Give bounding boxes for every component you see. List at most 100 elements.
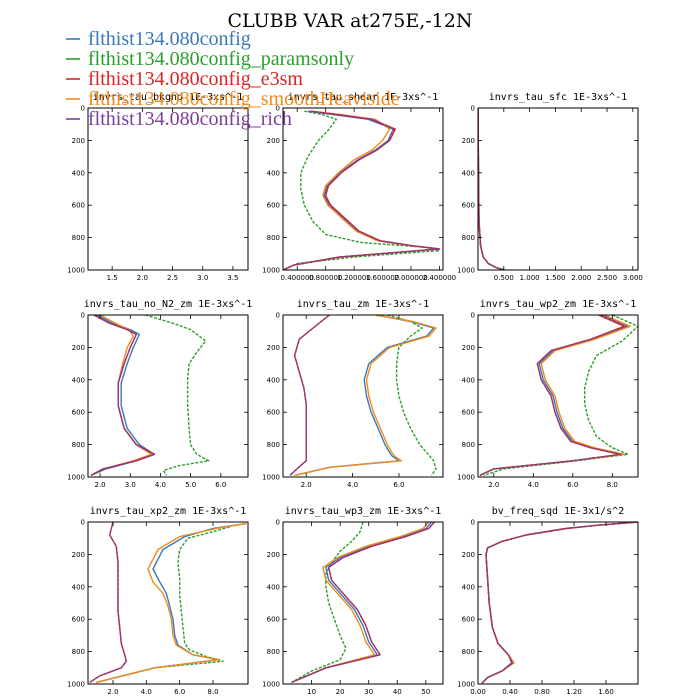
y-tick-label: 0 xyxy=(276,519,280,527)
series-line-2 xyxy=(478,108,507,270)
panel-title: invrs_tau_zm 1E-3xs^-1 xyxy=(297,299,429,310)
y-tick-label: 1000 xyxy=(457,681,475,689)
y-tick-label: 400 xyxy=(72,376,85,384)
y-tick-label: 600 xyxy=(267,202,280,210)
y-tick-label: 0 xyxy=(81,105,85,113)
y-tick-label: 200 xyxy=(462,344,475,352)
y-tick-label: 400 xyxy=(267,169,280,177)
y-tick-label: 200 xyxy=(267,551,280,559)
x-tick-label: 1.60 xyxy=(598,688,614,696)
y-tick-label: 1000 xyxy=(262,267,280,275)
y-tick-label: 400 xyxy=(267,583,280,591)
x-tick-label: 50 xyxy=(421,688,430,696)
series-line-3 xyxy=(478,108,505,270)
x-tick-label: 20 xyxy=(336,688,345,696)
x-tick-label: 2.0 xyxy=(488,481,499,489)
panels: invrs_tau_bkgnd 1E-3xs^-1020040060080010… xyxy=(67,92,643,696)
x-tick-label: 2.500 xyxy=(597,274,617,282)
y-tick-label: 200 xyxy=(462,551,475,559)
x-tick-label: 40 xyxy=(393,688,402,696)
x-tick-label: 1.200000 xyxy=(337,274,370,282)
legend-entry: flthist134.080config_paramsonly xyxy=(66,48,354,70)
x-tick-label: 2.5 xyxy=(167,274,178,282)
x-tick-label: 1.600000 xyxy=(366,274,399,282)
x-tick-label: 4.0 xyxy=(347,481,358,489)
y-tick-label: 400 xyxy=(462,376,475,384)
y-tick-label: 0 xyxy=(81,519,85,527)
y-tick-label: 400 xyxy=(462,169,475,177)
x-tick-label: 2.0 xyxy=(137,274,148,282)
series-line-5 xyxy=(478,108,505,270)
x-tick-label: 0.80 xyxy=(534,688,550,696)
plot-frame xyxy=(87,107,249,271)
series-group xyxy=(481,522,638,684)
series-group xyxy=(479,315,638,477)
series-line-1 xyxy=(478,108,505,270)
series-group xyxy=(283,110,441,270)
y-tick-label: 400 xyxy=(267,376,280,384)
x-tick-label: 10 xyxy=(307,688,316,696)
panel-3: invrs_tau_sfc 1E-3xs^-1 0 200 400 600 800 1000… xyxy=(457,92,643,282)
x-tick-label: 3.5 xyxy=(227,274,238,282)
panel-8: invrs_tau_wp3_zm 1E-3xs^-1 0 200 400 600 800 1… xyxy=(262,506,444,696)
figure-title: CLUBB VAR at275E,-12N xyxy=(228,10,473,32)
legend-label: flthist134.080config_rich xyxy=(88,108,292,130)
x-tick-label: 1.000 xyxy=(520,274,540,282)
x-tick-label: 1.5 xyxy=(107,274,118,282)
x-tick-label: 6.0 xyxy=(215,481,226,489)
legend-label: flthist134.080config_smoothHeaviside xyxy=(88,88,400,110)
x-tick-label: 4.0 xyxy=(141,688,152,696)
panel-title: invrs_tau_bkgnd 1E-3xs^-1 xyxy=(93,92,244,103)
y-tick-label: 0 xyxy=(276,105,280,113)
series-line-5 xyxy=(291,522,435,684)
y-tick-label: 600 xyxy=(72,616,85,624)
legend-label: flthist134.080config_e3sm xyxy=(88,68,303,90)
panel-2: invrs_tau_shear 1E-3xs^-1 0 200 400 600 800 10… xyxy=(262,92,456,282)
panel-title: bv_freq_sqd 1E-3x1/s^2 xyxy=(492,506,624,517)
x-tick-label: 2.000 xyxy=(571,274,591,282)
series-group xyxy=(478,108,507,270)
series-line-5 xyxy=(481,522,638,684)
series-group xyxy=(90,315,210,477)
series-line-3 xyxy=(289,315,330,476)
y-tick-label: 0 xyxy=(81,312,85,320)
y-tick-label: 1000 xyxy=(67,267,85,275)
x-tick-label: 2.0 xyxy=(107,688,118,696)
panel-5: invrs_tau_zm 1E-3xs^-1 0 200 400 600 800 1000 2… xyxy=(262,299,444,489)
panel-title: invrs_tau_sfc 1E-3xs^-1 xyxy=(489,92,627,103)
x-tick-label: 2.0 xyxy=(301,481,312,489)
y-tick-label: 600 xyxy=(267,409,280,417)
series-line-2 xyxy=(387,315,437,476)
panel-4: invrs_tau_no_N2_zm 1E-3xs^-1 0 200 400 600 80… xyxy=(67,299,252,489)
panel-title: invrs_tau_wp2_zm 1E-3xs^-1 xyxy=(480,299,637,310)
x-tick-label: 0.40 xyxy=(502,688,518,696)
y-tick-label: 800 xyxy=(72,441,85,449)
y-tick-label: 600 xyxy=(267,616,280,624)
panel-title: invrs_tau_no_N2_zm 1E-3xs^-1 xyxy=(84,299,253,310)
x-tick-label: 1.500 xyxy=(545,274,565,282)
x-tick-label: 2.0 xyxy=(95,481,106,489)
y-tick-label: 600 xyxy=(72,202,85,210)
y-tick-label: 800 xyxy=(72,648,85,656)
legend-entry: flthist134.080config_rich xyxy=(66,108,292,130)
x-tick-label: 8.0 xyxy=(607,481,618,489)
x-tick-label: 2.400000 xyxy=(423,274,456,282)
legend-entry: flthist134.080config xyxy=(66,28,251,50)
series-line-4 xyxy=(481,522,638,684)
y-tick-label: 200 xyxy=(462,137,475,145)
x-tick-label: 0.800000 xyxy=(309,274,342,282)
y-tick-label: 0 xyxy=(276,312,280,320)
x-tick-label: 6.0 xyxy=(393,481,404,489)
series-line-5 xyxy=(90,315,156,477)
x-tick-label: 3.0 xyxy=(197,274,208,282)
plot-frame xyxy=(477,107,639,271)
legend-label: flthist134.080config xyxy=(88,28,251,50)
x-tick-label: 0.400000 xyxy=(281,274,314,282)
y-tick-label: 600 xyxy=(72,409,85,417)
y-tick-label: 600 xyxy=(462,616,475,624)
x-tick-label: 8.0 xyxy=(207,688,218,696)
plot-frame xyxy=(87,521,249,685)
series-group xyxy=(89,522,247,684)
y-tick-label: 0 xyxy=(471,105,475,113)
